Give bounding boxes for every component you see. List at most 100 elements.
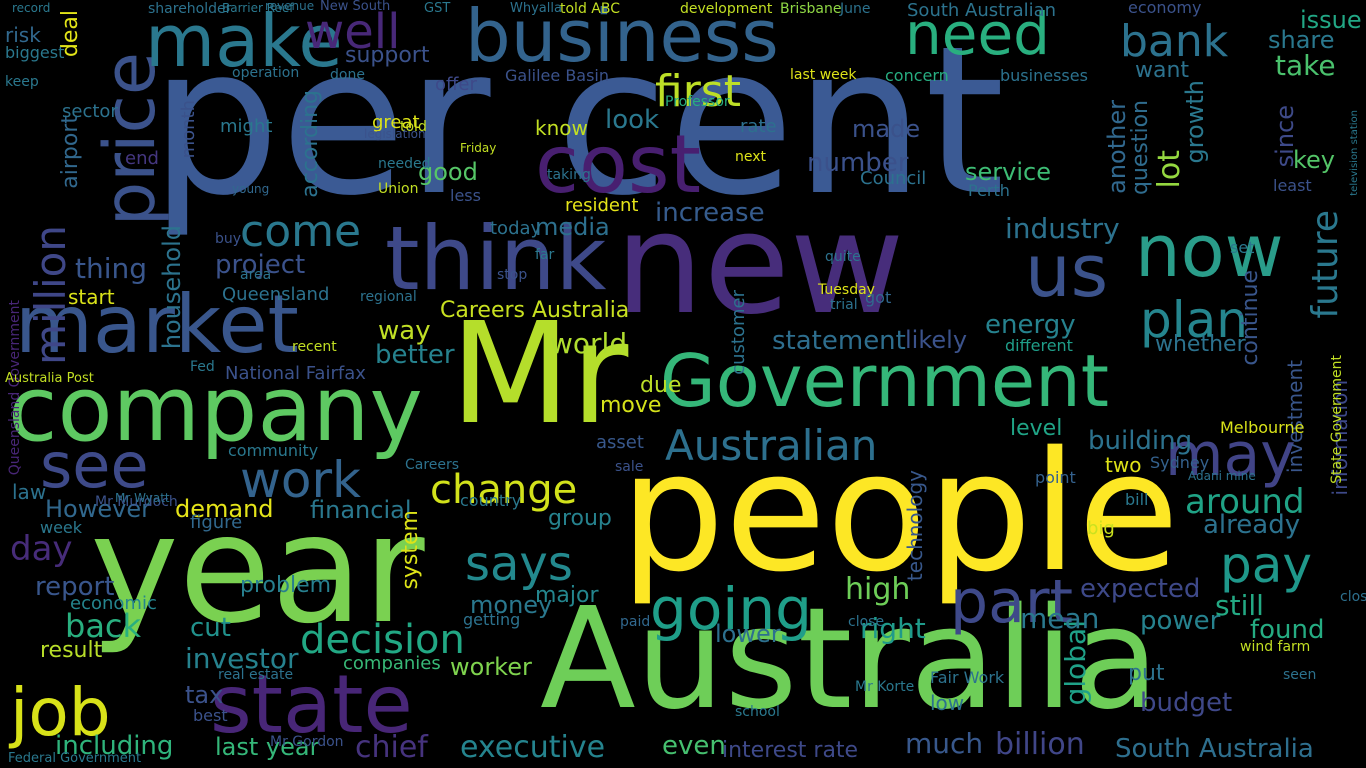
cloud-word: going (650, 575, 812, 643)
cloud-word: biggest (5, 43, 65, 62)
cloud-word: support (345, 43, 430, 68)
cloud-word: number (807, 148, 909, 178)
cloud-word: household (158, 225, 186, 350)
cloud-word: Fair Work (930, 668, 1005, 687)
cloud-word: big (1087, 518, 1115, 539)
cloud-word: want (1135, 58, 1190, 83)
cloud-word: today (490, 218, 542, 239)
cloud-word: area (240, 267, 272, 283)
cloud-word: come (240, 206, 362, 257)
cloud-word: GST (424, 1, 451, 16)
cloud-word: media (535, 213, 610, 241)
cloud-word: investment (1283, 360, 1307, 473)
cloud-word: market (15, 278, 299, 371)
cloud-word: budget (1140, 688, 1233, 718)
cloud-word: Brisbane (780, 1, 842, 17)
cloud-word: question (1128, 100, 1153, 196)
cloud-word: share (1268, 26, 1335, 54)
cloud-word: whether (1155, 332, 1246, 357)
cloud-word: industry (1005, 212, 1120, 245)
cloud-word: Queensland Government (7, 300, 23, 476)
cloud-word: work (240, 451, 361, 509)
cloud-word: Tuesday (818, 282, 875, 298)
cloud-word: Perth (968, 181, 1010, 200)
cloud-word: might (220, 116, 273, 137)
cloud-word: television station (1349, 110, 1360, 196)
cloud-word: investor (185, 642, 299, 675)
cloud-word: state (210, 658, 413, 751)
cloud-word: per cent (150, 3, 1005, 241)
cloud-word: technology (903, 470, 927, 582)
cloud-word: companies (343, 653, 441, 674)
cloud-word: bill (1125, 490, 1149, 509)
cloud-word: see (40, 429, 149, 502)
cloud-word: Professor (665, 94, 730, 110)
cloud-word: seen (1283, 667, 1317, 683)
cloud-word: worker (450, 653, 532, 681)
cloud-word: Barrier Reef (222, 1, 294, 15)
cloud-word: development (680, 1, 773, 17)
cloud-word: energy (985, 310, 1076, 340)
cloud-word: great (372, 112, 420, 133)
cloud-word: Australia Post (5, 371, 94, 386)
cloud-word: Union (378, 181, 419, 197)
cloud-word: money (470, 591, 553, 619)
cloud-word: point (1035, 468, 1076, 487)
cloud-word: shareholder (148, 1, 232, 17)
cloud-word: even (662, 731, 726, 761)
cloud-word: likely (905, 326, 968, 354)
cloud-word: regional (360, 289, 417, 305)
cloud-word: paid (620, 614, 651, 630)
cloud-word: low (930, 691, 965, 715)
cloud-word: Federal Government (8, 751, 142, 766)
cloud-word: Mr Murdoch (95, 494, 178, 510)
cloud-word: report (35, 572, 115, 602)
cloud-word: New South (320, 0, 391, 14)
cloud-word: interest rate (722, 738, 859, 763)
cloud-word: Council (860, 168, 927, 189)
cloud-word: asset (596, 432, 644, 453)
cloud-word: young (232, 182, 270, 196)
cloud-word: pay (1220, 536, 1312, 594)
cloud-word: month (178, 100, 199, 159)
cloud-word: million (26, 225, 75, 365)
cloud-word: start (68, 285, 115, 309)
cloud-word: project (215, 250, 306, 280)
cloud-word: well (305, 4, 401, 60)
cloud-word: stop (497, 267, 528, 283)
cloud-word: National Fairfax (225, 363, 366, 384)
cloud-word: airport (58, 115, 83, 189)
cloud-word: done (330, 67, 365, 83)
cloud-word: company (8, 357, 423, 462)
cloud-word: Fed (190, 359, 215, 375)
cloud-word: due (640, 373, 682, 398)
cloud-word: State Government (1329, 355, 1345, 484)
cloud-word: us (1025, 229, 1109, 313)
cloud-word: tax (185, 681, 224, 709)
cloud-word: world (550, 327, 628, 360)
cloud-word: Australian (665, 421, 878, 470)
cloud-word: taking (547, 167, 591, 183)
cloud-word: day (10, 529, 73, 569)
cloud-word: Mr (450, 293, 629, 456)
cloud-word: way (378, 316, 431, 346)
cloud-word: law (12, 480, 47, 504)
cloud-word: make (145, 0, 343, 83)
cloud-word: close (848, 614, 885, 630)
cloud-word: recent (292, 339, 337, 355)
cloud-word: resident (565, 195, 639, 216)
cloud-word: country (460, 491, 522, 510)
cloud-word: says (465, 536, 573, 592)
cloud-word: problem (240, 573, 332, 598)
cloud-word: closed (1340, 589, 1366, 605)
cloud-word: think (385, 207, 607, 310)
cloud-word: system (398, 510, 423, 590)
cloud-word: change (430, 467, 578, 513)
cloud-word: power (1140, 606, 1221, 636)
cloud-word: last week (790, 67, 857, 83)
cloud-word: rate (740, 116, 777, 137)
cloud-word: put (1128, 661, 1165, 686)
cloud-word: Adani mine (1188, 469, 1256, 483)
cloud-word: increase (655, 198, 765, 228)
cloud-word: far (535, 247, 555, 263)
